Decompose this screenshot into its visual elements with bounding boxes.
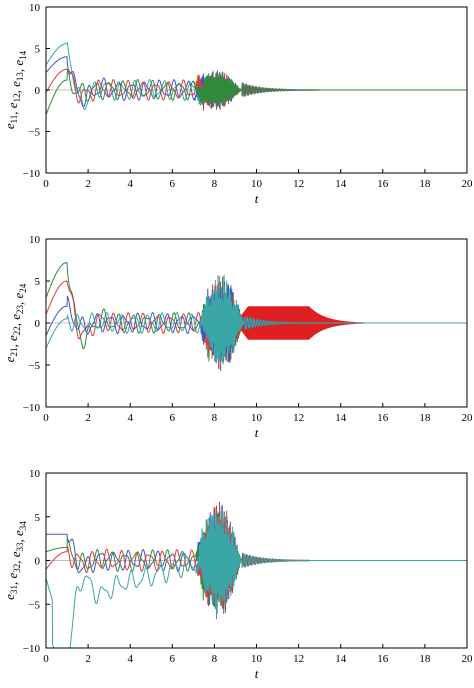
x-tick-label: 8 (212, 178, 218, 190)
x-tick-label: 20 (462, 653, 474, 665)
y-label-var: e (8, 81, 23, 87)
y-label-sub: 13 (15, 72, 25, 82)
x-tick-label: 0 (43, 412, 49, 424)
x-tick-label: 12 (293, 178, 304, 190)
x-tick-label: 12 (293, 653, 304, 665)
y-label-var: e (5, 335, 20, 341)
y-label-sub: 11 (9, 115, 19, 124)
y-label-sep: , (5, 108, 20, 115)
x-tick-label: 4 (127, 178, 133, 190)
y-label-var: e (5, 102, 20, 108)
x-tick-label: 6 (170, 178, 176, 190)
x-tick-label: 14 (335, 412, 347, 424)
x-tick-label: 20 (462, 178, 474, 190)
x-tick-label: 18 (419, 412, 431, 424)
x-tick-label: 18 (419, 178, 431, 190)
y-label-sub: 31 (9, 585, 19, 594)
x-tick-label: 18 (419, 653, 431, 665)
y-axis-label: e11, e12, e13, e14 (2, 50, 28, 129)
x-tick-label: 16 (377, 653, 389, 665)
y-label-sub: 32 (12, 564, 22, 573)
x-tick-label: 16 (377, 178, 389, 190)
y-label-sep: , (8, 557, 23, 564)
series-line-1 (46, 41, 467, 110)
plot-area (46, 262, 467, 371)
x-tick-label: 0 (43, 178, 49, 190)
x-axis-label: t (255, 191, 259, 206)
y-tick-label: 0 (35, 85, 41, 97)
y-tick-label: −5 (28, 599, 40, 611)
x-tick-label: 16 (377, 412, 389, 424)
y-label-var: e (8, 551, 23, 557)
x-tick-label: 20 (462, 412, 474, 424)
y-label-sub: 23 (15, 304, 25, 314)
y-label-sub: 34 (18, 521, 28, 531)
y-label-sep: , (8, 87, 23, 94)
y-label-sub: 12 (12, 93, 22, 102)
y-tick-label: 10 (29, 234, 41, 246)
y-label-sub: 24 (18, 283, 28, 293)
y-label-sub: 22 (12, 326, 22, 335)
x-tick-label: 14 (335, 653, 347, 665)
y-tick-label: −10 (23, 643, 41, 655)
series-line-4 (46, 276, 467, 370)
y-label-sep: , (11, 66, 26, 73)
x-tick-label: 6 (170, 653, 176, 665)
y-label-var: e (8, 314, 23, 320)
x-axis-label: t (255, 425, 259, 440)
y-tick-label: 10 (29, 468, 41, 480)
y-axis-label: e21, e22, e23, e24 (2, 283, 28, 362)
y-label-var: e (5, 573, 20, 579)
y-label-sub: 21 (9, 348, 19, 357)
x-tick-label: 4 (127, 412, 133, 424)
series-line-4 (46, 69, 467, 116)
series-line-4 (46, 506, 467, 648)
plot-area (46, 501, 467, 648)
y-tick-label: 0 (35, 556, 41, 568)
y-tick-label: 5 (35, 512, 41, 524)
plot-area (46, 41, 467, 116)
y-tick-label: 0 (35, 318, 41, 330)
x-tick-label: 12 (293, 412, 304, 424)
x-tick-label: 14 (335, 178, 347, 190)
y-label-sep: , (5, 341, 20, 348)
x-tick-label: 6 (170, 412, 176, 424)
x-tick-label: 10 (251, 178, 263, 190)
x-tick-label: 2 (85, 178, 91, 190)
y-tick-label: −5 (28, 127, 40, 139)
x-tick-label: 8 (212, 653, 218, 665)
x-tick-label: 0 (43, 653, 49, 665)
y-label-sep: , (11, 536, 26, 543)
y-axis-label: e31, e32, e33, e34 (2, 521, 28, 600)
y-label-sep: , (11, 298, 26, 305)
x-tick-label: 10 (251, 412, 263, 424)
y-tick-label: −10 (23, 168, 41, 180)
series-line-3 (46, 501, 467, 610)
x-tick-label: 2 (85, 653, 91, 665)
y-label-sep: , (5, 579, 20, 586)
y-label-var: e (11, 60, 26, 66)
y-tick-label: −5 (28, 360, 40, 372)
y-label-sub: 33 (15, 542, 25, 552)
y-label-var: e (11, 530, 26, 536)
y-tick-label: 10 (29, 2, 41, 14)
x-tick-label: 2 (85, 412, 91, 424)
y-label-var: e (11, 292, 26, 298)
y-label-var: e (2, 594, 17, 600)
x-tick-label: 8 (212, 412, 218, 424)
y-label-var: e (2, 123, 17, 129)
x-axis-label: t (255, 666, 259, 681)
y-tick-label: 5 (35, 44, 41, 56)
y-label-sub: 14 (18, 50, 28, 60)
y-label-var: e (2, 356, 17, 362)
x-tick-label: 4 (127, 653, 133, 665)
y-tick-label: −10 (23, 402, 41, 414)
y-label-sep: , (8, 320, 23, 327)
y-tick-label: 5 (35, 276, 41, 288)
x-tick-label: 10 (251, 653, 263, 665)
